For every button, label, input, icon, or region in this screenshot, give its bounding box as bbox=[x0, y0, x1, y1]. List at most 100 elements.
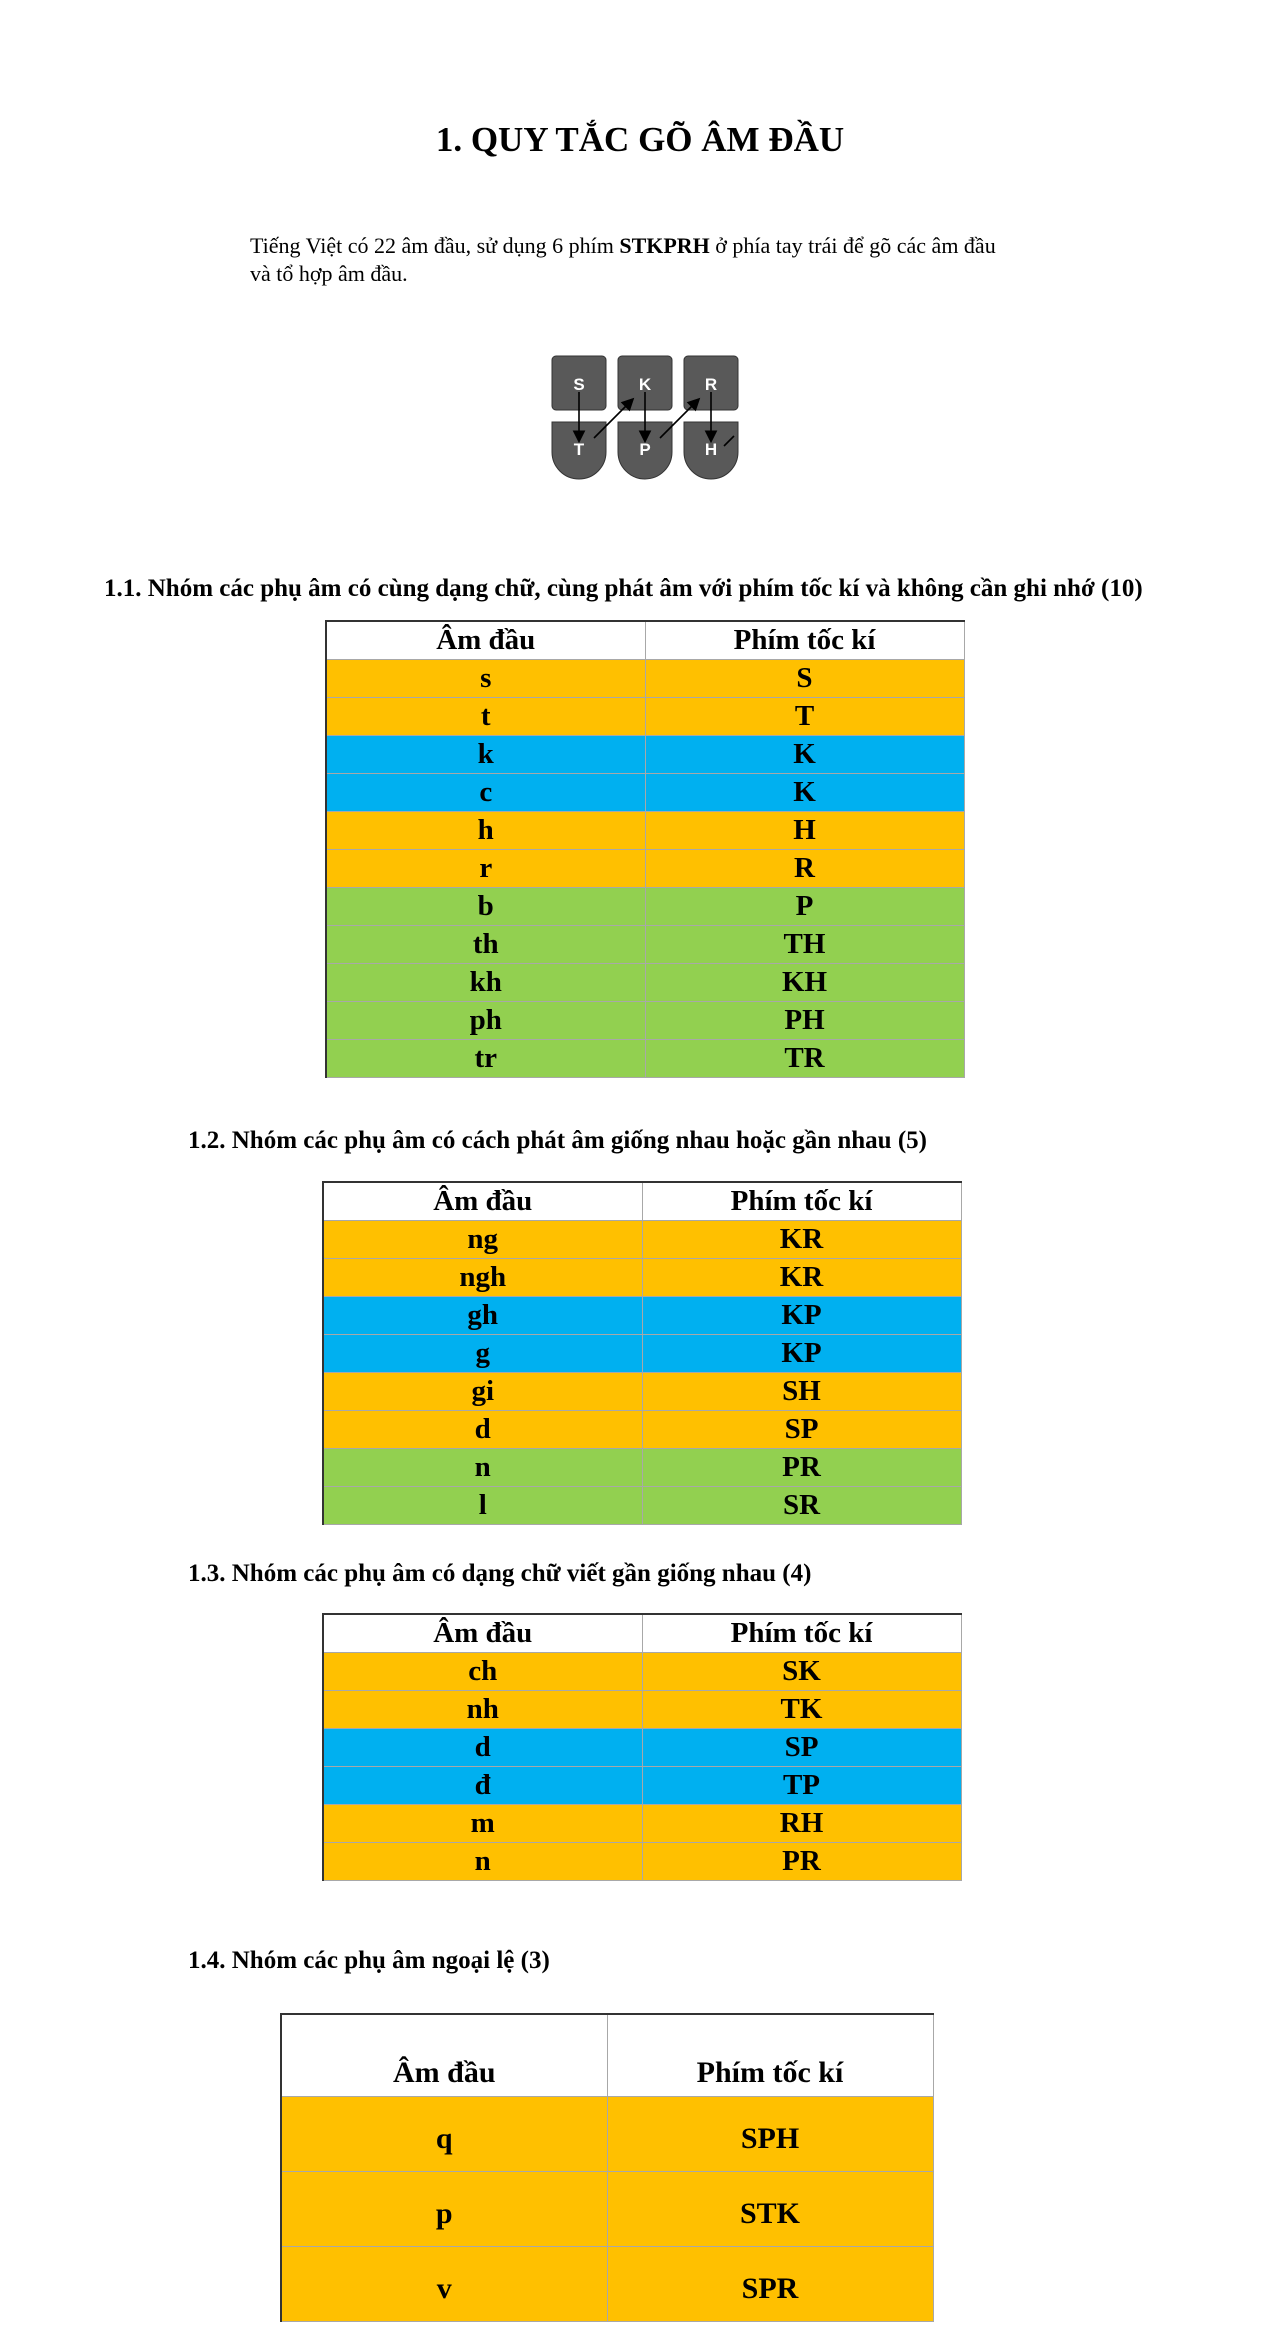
initial-cell: ch bbox=[322, 1652, 643, 1691]
key-cell: P bbox=[644, 887, 965, 926]
key-cell: SP bbox=[641, 1728, 962, 1767]
initial-cell: v bbox=[280, 2246, 608, 2322]
key-r: R bbox=[683, 355, 739, 411]
key-cell: KP bbox=[641, 1334, 962, 1373]
key-cell: TH bbox=[644, 925, 965, 964]
header-key: Phím tốc kí bbox=[606, 2013, 934, 2097]
table-row: gh KP bbox=[322, 1296, 962, 1335]
key-p: P bbox=[617, 421, 673, 480]
table-row: ph PH bbox=[325, 1001, 965, 1040]
key-label: S bbox=[573, 375, 584, 394]
table-row: p STK bbox=[280, 2171, 934, 2247]
initial-cell: ngh bbox=[322, 1258, 643, 1297]
key-h: H bbox=[683, 421, 739, 480]
table-row: gi SH bbox=[322, 1372, 962, 1411]
initial-cell: ng bbox=[322, 1220, 643, 1259]
key-k: K bbox=[617, 355, 673, 411]
initial-cell: g bbox=[322, 1334, 643, 1373]
key-cell: H bbox=[644, 811, 965, 850]
initial-cell: nh bbox=[322, 1690, 643, 1729]
key-cell: KR bbox=[641, 1220, 962, 1259]
initial-cell: n bbox=[322, 1448, 643, 1487]
key-cell: S bbox=[644, 659, 965, 698]
key-label: K bbox=[639, 375, 652, 394]
initial-cell: gh bbox=[322, 1296, 643, 1335]
key-cell: KH bbox=[644, 963, 965, 1002]
key-cell: TR bbox=[644, 1039, 965, 1078]
key-cell: TP bbox=[641, 1766, 962, 1805]
table-header-row: Âm đầu Phím tốc kí bbox=[322, 1181, 962, 1221]
initial-cell: n bbox=[322, 1842, 643, 1881]
initial-cell: k bbox=[325, 735, 646, 774]
table-row: l SR bbox=[322, 1486, 962, 1525]
key-cell: STK bbox=[606, 2171, 934, 2247]
initial-cell: d bbox=[322, 1728, 643, 1767]
initial-cell: gi bbox=[322, 1372, 643, 1411]
initial-cell: ph bbox=[325, 1001, 646, 1040]
initial-cell: c bbox=[325, 773, 646, 812]
key-cell: PR bbox=[641, 1842, 962, 1881]
table-header-row: Âm đầu Phím tốc kí bbox=[322, 1613, 962, 1653]
header-key: Phím tốc kí bbox=[641, 1613, 962, 1653]
key-label: H bbox=[705, 440, 717, 459]
initial-cell: r bbox=[325, 849, 646, 888]
table-row: q SPH bbox=[280, 2096, 934, 2172]
intro-text-end: ở phía tay trái để gõ các âm đầu và tổ h… bbox=[250, 233, 996, 286]
table-section-1-4: Âm đầu Phím tốc kí q SPH p STK v SPR bbox=[280, 2013, 934, 2322]
table-row: đ TP bbox=[322, 1766, 962, 1805]
key-cell: RH bbox=[641, 1804, 962, 1843]
header-key: Phím tốc kí bbox=[641, 1181, 962, 1221]
table-section-1-3: Âm đầu Phím tốc kí ch SK nh TK d SP đ TP m RH… bbox=[322, 1613, 962, 1881]
initial-cell: h bbox=[325, 811, 646, 850]
steno-keyboard-diagram: S K R T P H bbox=[551, 355, 739, 480]
header-initial: Âm đầu bbox=[322, 1181, 643, 1221]
initial-cell: th bbox=[325, 925, 646, 964]
table-section-1-2: Âm đầu Phím tốc kí ng KR ngh KR gh KP g KP g… bbox=[322, 1181, 962, 1525]
key-cell: TK bbox=[641, 1690, 962, 1729]
key-cell: PR bbox=[641, 1448, 962, 1487]
page-title: 1. QUY TẮC GÕ ÂM ĐẦU bbox=[435, 120, 845, 159]
table-row: g KP bbox=[322, 1334, 962, 1373]
table-row: kh KH bbox=[325, 963, 965, 1002]
key-cell: T bbox=[644, 697, 965, 736]
header-initial: Âm đầu bbox=[280, 2013, 608, 2097]
table-row: th TH bbox=[325, 925, 965, 964]
table-row: n PR bbox=[322, 1842, 962, 1881]
key-cell: SH bbox=[641, 1372, 962, 1411]
table-header-row: Âm đầu Phím tốc kí bbox=[280, 2013, 934, 2097]
initial-cell: kh bbox=[325, 963, 646, 1002]
key-t: T bbox=[551, 421, 607, 480]
section-heading-1-4: 1.4. Nhóm các phụ âm ngoại lệ (3) bbox=[188, 1947, 550, 1974]
key-cell: SPH bbox=[606, 2096, 934, 2172]
key-label: P bbox=[639, 440, 650, 459]
key-label: R bbox=[705, 375, 717, 394]
key-cell: K bbox=[644, 773, 965, 812]
header-initial: Âm đầu bbox=[325, 620, 646, 660]
initial-cell: m bbox=[322, 1804, 643, 1843]
table-row: nh TK bbox=[322, 1690, 962, 1729]
intro-keys-bold: STKPRH bbox=[619, 233, 710, 258]
initial-cell: s bbox=[325, 659, 646, 698]
key-cell: KP bbox=[641, 1296, 962, 1335]
table-row: ngh KR bbox=[322, 1258, 962, 1297]
initial-cell: l bbox=[322, 1486, 643, 1525]
table-row: m RH bbox=[322, 1804, 962, 1843]
table-row: n PR bbox=[322, 1448, 962, 1487]
table-row: ng KR bbox=[322, 1220, 962, 1259]
initial-cell: đ bbox=[322, 1766, 643, 1805]
initial-cell: p bbox=[280, 2171, 608, 2247]
key-cell: SR bbox=[641, 1486, 962, 1525]
key-cell: SK bbox=[641, 1652, 962, 1691]
intro-paragraph: Tiếng Việt có 22 âm đầu, sử dụng 6 phím … bbox=[250, 232, 1010, 288]
table-row: d SP bbox=[322, 1410, 962, 1449]
initial-cell: q bbox=[280, 2096, 608, 2172]
section-heading-1-1: 1.1. Nhóm các phụ âm có cùng dạng chữ, c… bbox=[104, 575, 1143, 602]
table-header-row: Âm đầu Phím tốc kí bbox=[325, 620, 965, 660]
key-label: T bbox=[574, 440, 585, 459]
